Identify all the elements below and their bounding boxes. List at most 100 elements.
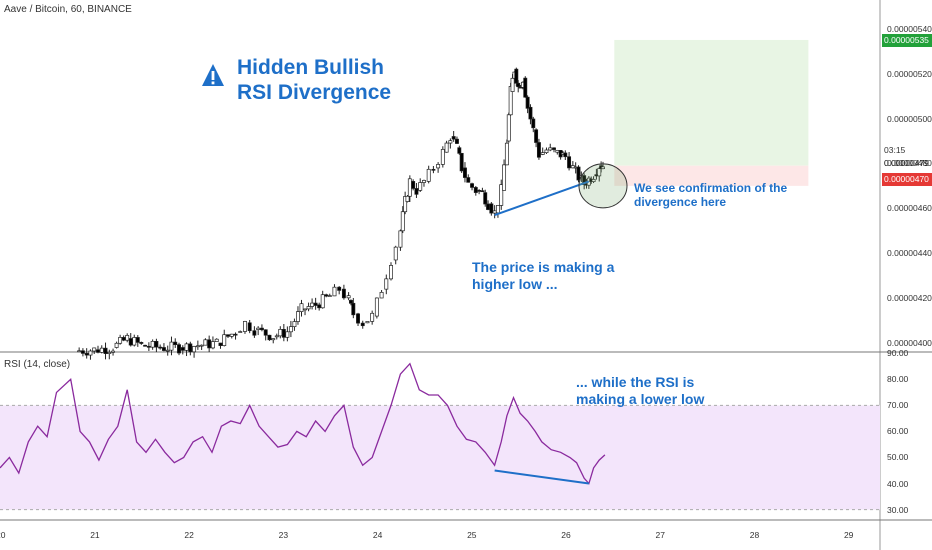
candle-body bbox=[195, 345, 200, 348]
candle-body bbox=[88, 350, 93, 356]
price-candles bbox=[77, 67, 605, 360]
candle-body bbox=[563, 152, 568, 158]
candle-body bbox=[263, 329, 268, 336]
candle-body bbox=[128, 338, 133, 346]
candle-body bbox=[389, 265, 393, 280]
candle-body bbox=[188, 343, 193, 353]
candle-body bbox=[591, 179, 596, 182]
rsi-series-line bbox=[0, 362, 606, 485]
candle-body bbox=[400, 211, 405, 232]
candle-body bbox=[544, 149, 549, 154]
rsi-tick-label: 30.00 bbox=[887, 504, 909, 515]
candle-body bbox=[303, 308, 307, 311]
candle-body bbox=[103, 347, 108, 354]
time-tick-label: 28 bbox=[749, 530, 760, 540]
candle-body bbox=[502, 164, 507, 191]
stop-zone bbox=[614, 165, 809, 186]
candle-body bbox=[118, 337, 123, 344]
candle-body bbox=[360, 322, 365, 327]
price-tick-label: 0.00000520 bbox=[887, 68, 932, 79]
price-tick-label: 0.00000480 bbox=[887, 158, 932, 169]
candle-body bbox=[285, 331, 290, 338]
candle-body bbox=[243, 321, 247, 332]
candle-body bbox=[80, 350, 85, 354]
target-zone bbox=[614, 39, 809, 166]
candle-body bbox=[480, 190, 485, 193]
candle-body bbox=[582, 175, 587, 185]
candle-body bbox=[483, 192, 488, 205]
candle-body bbox=[274, 335, 279, 338]
candle-body bbox=[346, 295, 351, 299]
price-tick-label: 0.00000400 bbox=[887, 338, 932, 349]
time-tick-label: 25 bbox=[467, 530, 477, 540]
time-tick-label: 27 bbox=[655, 530, 665, 540]
candle-body bbox=[121, 337, 126, 341]
candle-body bbox=[226, 334, 230, 337]
candle-body bbox=[351, 302, 356, 316]
candle-body bbox=[278, 329, 283, 337]
candle-body bbox=[150, 341, 155, 348]
countdown-badge: 03:15 bbox=[882, 144, 932, 157]
candle-body bbox=[540, 152, 545, 155]
candle-body bbox=[459, 152, 464, 172]
candle-body bbox=[317, 304, 322, 309]
candle-body bbox=[184, 343, 189, 351]
candle-body bbox=[229, 333, 234, 337]
candle-body bbox=[448, 140, 453, 144]
candle-body bbox=[310, 302, 315, 307]
candle-body bbox=[528, 106, 533, 120]
candle-body bbox=[504, 142, 509, 166]
candle-body bbox=[431, 168, 436, 171]
candle-body bbox=[299, 303, 304, 312]
candle-body bbox=[313, 302, 318, 306]
candle-body bbox=[525, 96, 530, 109]
candle-body bbox=[384, 278, 389, 290]
candle-body bbox=[327, 295, 332, 297]
candle-body bbox=[555, 150, 560, 153]
rsi-band bbox=[0, 404, 880, 511]
candle-body bbox=[374, 297, 379, 317]
candle-body bbox=[405, 195, 410, 202]
candle-body bbox=[154, 341, 159, 348]
candle-body bbox=[165, 349, 170, 352]
price-tick-label: 0.00000420 bbox=[887, 293, 932, 304]
candle-body bbox=[218, 342, 223, 346]
candle-body bbox=[169, 341, 174, 351]
candle-body bbox=[199, 344, 204, 347]
candle-body bbox=[370, 312, 375, 322]
candle-body bbox=[332, 286, 337, 297]
time-tick-label: 21 bbox=[90, 530, 100, 540]
price-note: The price is making a higher low ... bbox=[472, 259, 615, 292]
candle-body bbox=[222, 334, 227, 346]
rsi-tick-label: 60.00 bbox=[887, 426, 909, 437]
rsi-line bbox=[0, 362, 606, 485]
candle-body bbox=[203, 339, 208, 346]
candle-body bbox=[233, 333, 238, 336]
candle-body bbox=[601, 166, 605, 170]
candle-body bbox=[365, 321, 370, 324]
candle-body bbox=[247, 322, 252, 332]
candle-body bbox=[207, 339, 212, 349]
candle-body bbox=[107, 351, 112, 354]
candle-body bbox=[531, 118, 536, 129]
candle-body bbox=[259, 327, 264, 331]
candle-body bbox=[516, 82, 521, 88]
candle-body bbox=[418, 182, 423, 191]
price-trendline bbox=[494, 180, 590, 217]
candle-body bbox=[440, 149, 445, 165]
time-tick-label: 22 bbox=[184, 530, 194, 540]
position-zones bbox=[614, 39, 809, 186]
candle-body bbox=[306, 306, 311, 310]
candle-body bbox=[407, 178, 412, 197]
candle-body bbox=[125, 335, 130, 341]
candle-body bbox=[296, 311, 300, 322]
candle-body bbox=[414, 188, 419, 195]
rsi-indicator-label: RSI (14, close) bbox=[4, 359, 71, 370]
confirmation-note: We see confirmation of the divergence he… bbox=[634, 181, 788, 209]
rsi-tick-label: 40.00 bbox=[887, 478, 909, 489]
candle-body bbox=[514, 68, 519, 84]
candle-body bbox=[288, 326, 293, 333]
candle-body bbox=[499, 184, 504, 206]
candle-body bbox=[210, 341, 215, 349]
